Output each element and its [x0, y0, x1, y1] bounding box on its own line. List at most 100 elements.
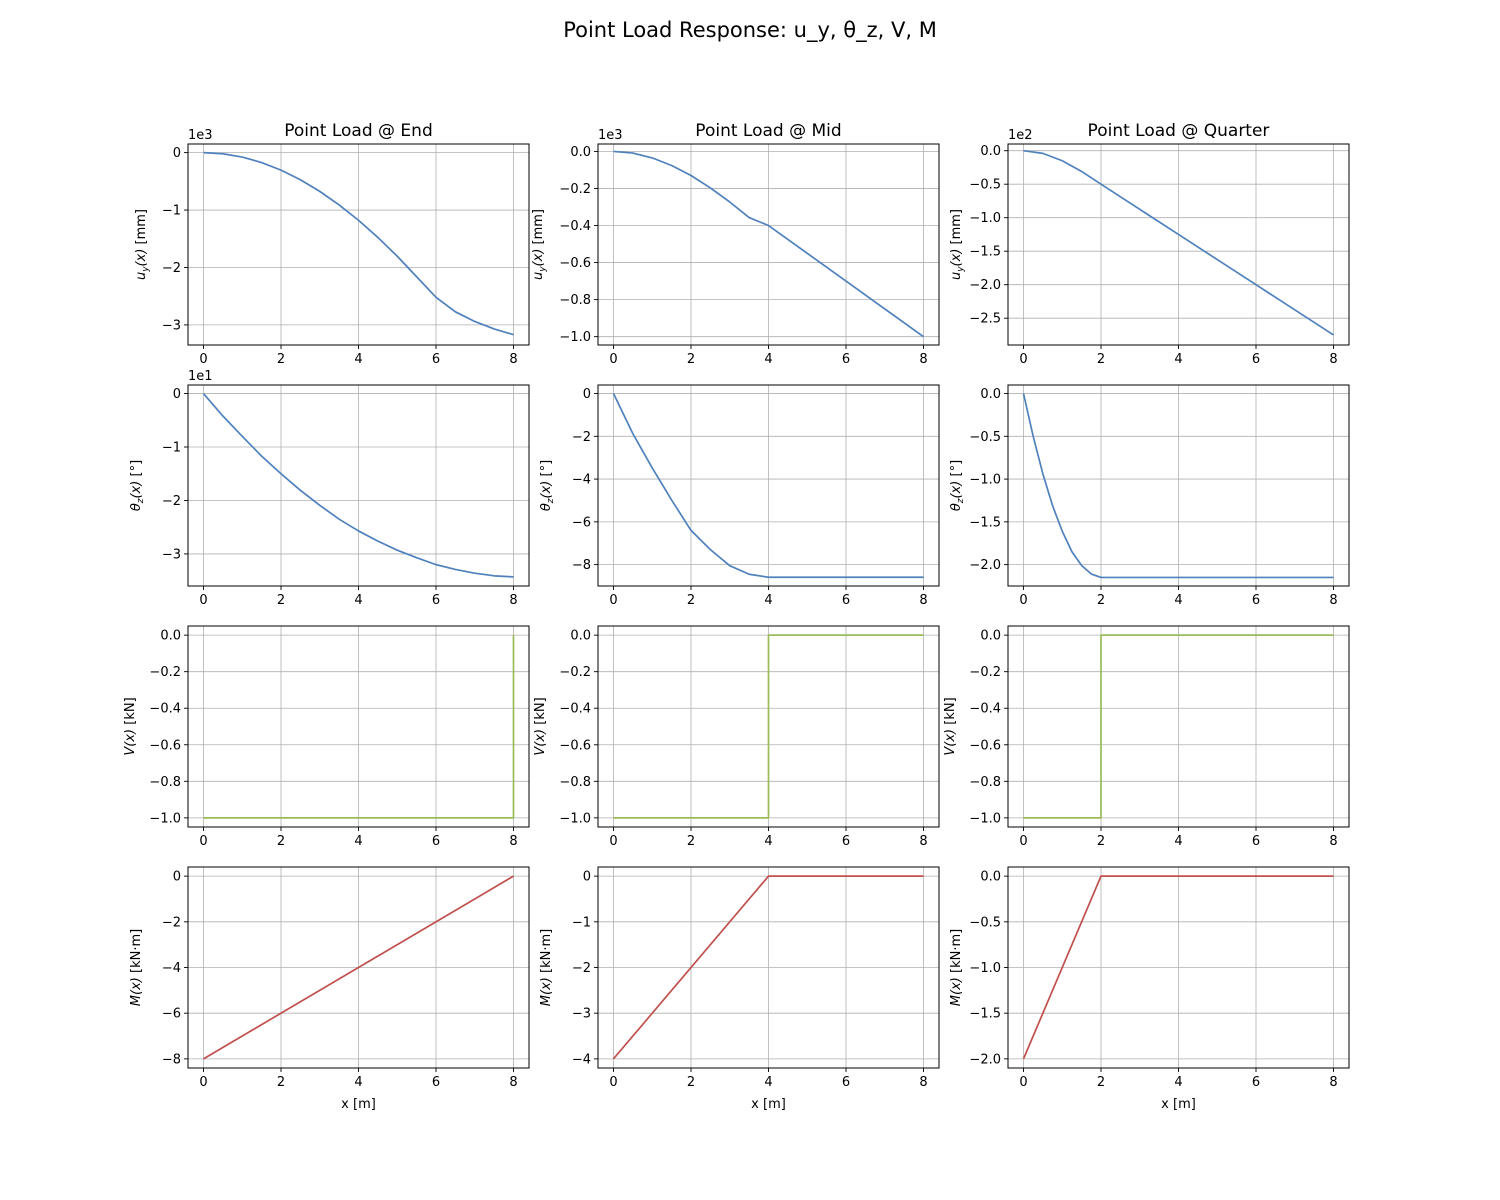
series-line-shear — [613, 634, 924, 819]
y-tick-label: −0.8 — [969, 775, 1001, 790]
y-tick-label: −1.5 — [969, 515, 1001, 530]
x-tick-label: 4 — [764, 834, 772, 849]
x-tick-label: 0 — [199, 593, 207, 608]
x-tick-label: 8 — [1329, 593, 1337, 608]
x-tick-label: 8 — [1329, 834, 1337, 849]
x-tick-label: 4 — [1174, 1075, 1182, 1090]
x-tick-label: 8 — [509, 593, 517, 608]
x-tick-label: 2 — [1097, 593, 1105, 608]
y-tick-label: −1.5 — [969, 245, 1001, 260]
series-line-deflection — [1023, 149, 1334, 336]
y-tick-label: 0 — [173, 387, 181, 402]
x-tick-label: 6 — [842, 1075, 850, 1090]
x-tick-label: 4 — [354, 834, 362, 849]
y-axis-label: uy(x) [mm] — [949, 209, 966, 280]
x-tick-label: 4 — [764, 352, 772, 367]
x-tick-label: 0 — [199, 1075, 207, 1090]
figure-title: Point Load Response: u_y, θ_z, V, M — [563, 18, 937, 42]
x-tick-label: 2 — [277, 352, 285, 367]
x-tick-label: 2 — [277, 593, 285, 608]
subplot-deflection-3: 0 2 4 6 8 −2.5 −2.0 −1.5 −1.0 −0.5 0.0 1e2 Point Loa… — [949, 121, 1350, 367]
x-tick-label: 8 — [1329, 1075, 1337, 1090]
x-axis-label: x [m] — [341, 1097, 376, 1112]
y-tick-label: 0 — [173, 870, 181, 885]
y-tick-label: −0.8 — [149, 775, 181, 790]
y-axis-label: V(x) [kN] — [943, 697, 958, 755]
x-tick-label: 2 — [1097, 352, 1105, 367]
y-tick-label: −0.8 — [559, 775, 591, 790]
subplot-title: Point Load @ Mid — [695, 121, 841, 141]
subplot-deflection-1: 0 2 4 6 8 −3 −2 −1 0 1e3 Point Load @ End uy(x) [mm… — [134, 121, 530, 367]
subplot-shear-2: 0 2 4 6 8 −1.0 −0.8 −0.6 −0.4 −0.2 0.0 V(x) [kN] — [533, 625, 940, 849]
y-tick-label: −1 — [162, 441, 181, 456]
y-tick-label: 0 — [173, 146, 181, 161]
x-tick-label: 0 — [1019, 352, 1027, 367]
y-tick-label: −0.2 — [969, 665, 1001, 680]
subplot-rotation-2: 0 2 4 6 8 −8 −6 −4 −2 0 θz(x) [°] — [539, 384, 940, 608]
y-tick-label: −0.4 — [969, 702, 1001, 717]
y-tick-label: −0.2 — [559, 182, 591, 197]
subplot-moment-2: 0 2 4 6 8 −4 −3 −2 −1 0 x [m] M(x) [kN·m] — [539, 866, 940, 1112]
series-line-deflection — [203, 151, 514, 336]
x-tick-label: 0 — [609, 352, 617, 367]
y-tick-label: −0.4 — [559, 702, 591, 717]
y-tick-label: −0.5 — [969, 178, 1001, 193]
y-offset-text: 1e2 — [1008, 128, 1033, 143]
y-tick-label: 0.0 — [980, 870, 1001, 885]
y-axis-label: θz(x) [°] — [539, 460, 556, 511]
y-tick-label: −2 — [162, 261, 181, 276]
y-axis-label: M(x) [kN·m] — [949, 929, 964, 1006]
series-line-rotation — [202, 392, 514, 578]
y-tick-label: −8 — [572, 558, 591, 573]
subplot-shear-3: 0 2 4 6 8 −1.0 −0.8 −0.6 −0.4 −0.2 0.0 V(x) [kN] — [943, 625, 1350, 849]
x-tick-label: 6 — [432, 1075, 440, 1090]
x-tick-label: 2 — [1097, 834, 1105, 849]
y-tick-label: −1.0 — [149, 811, 181, 826]
x-tick-label: 4 — [764, 1075, 772, 1090]
y-tick-label: −0.2 — [559, 665, 591, 680]
x-tick-label: 0 — [1019, 1075, 1027, 1090]
subplot-deflection-2: 0 2 4 6 8 −1.0 −0.8 −0.6 −0.4 −0.2 0.0 1e3 Point Loa… — [531, 121, 940, 367]
x-tick-label: 4 — [354, 352, 362, 367]
y-offset-text: 1e1 — [188, 369, 213, 384]
x-tick-label: 2 — [687, 834, 695, 849]
y-tick-label: 0.0 — [980, 629, 1001, 644]
x-tick-label: 2 — [687, 593, 695, 608]
series-line-moment — [1022, 875, 1334, 1060]
x-tick-label: 4 — [1174, 834, 1182, 849]
y-axis-label: V(x) [kN] — [123, 697, 138, 755]
y-tick-label: −2 — [572, 961, 591, 976]
y-tick-label: −0.6 — [149, 738, 181, 753]
series-line-shear — [1023, 634, 1334, 819]
y-tick-label: −0.2 — [149, 665, 181, 680]
x-tick-label: 8 — [1329, 352, 1337, 367]
x-tick-label: 0 — [1019, 593, 1027, 608]
y-tick-label: −0.8 — [559, 293, 591, 308]
x-tick-label: 8 — [919, 352, 927, 367]
x-tick-label: 4 — [764, 593, 772, 608]
subplot-title: Point Load @ Quarter — [1088, 121, 1270, 141]
y-tick-label: −1 — [572, 915, 591, 930]
y-tick-label: −1.0 — [559, 811, 591, 826]
x-tick-label: 6 — [842, 834, 850, 849]
x-tick-label: 6 — [432, 834, 440, 849]
subplot-title: Point Load @ End — [284, 121, 433, 141]
x-tick-label: 0 — [609, 593, 617, 608]
subplot-shear-1: 0 2 4 6 8 −1.0 −0.8 −0.6 −0.4 −0.2 0.0 V(x) [kN] — [123, 625, 530, 849]
x-tick-label: 2 — [1097, 1075, 1105, 1090]
y-tick-label: −3 — [162, 318, 181, 333]
y-tick-label: −2.0 — [969, 558, 1001, 573]
y-tick-label: −0.6 — [969, 738, 1001, 753]
x-axis-label: x [m] — [1161, 1097, 1196, 1112]
x-tick-label: 2 — [687, 352, 695, 367]
y-tick-label: −1 — [162, 204, 181, 219]
x-tick-label: 6 — [432, 352, 440, 367]
x-tick-label: 2 — [277, 834, 285, 849]
x-tick-label: 8 — [509, 834, 517, 849]
x-tick-label: 0 — [609, 1075, 617, 1090]
y-tick-label: 0.0 — [570, 629, 591, 644]
y-tick-label: −0.5 — [969, 915, 1001, 930]
y-tick-label: 0 — [583, 870, 591, 885]
series-line-shear — [203, 635, 515, 819]
series-line-rotation — [1022, 393, 1334, 579]
